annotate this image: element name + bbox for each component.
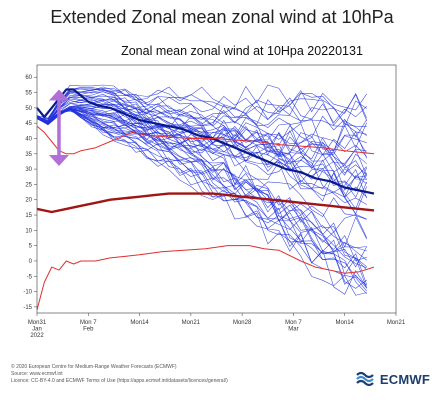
ensemble-member-line: [36, 95, 367, 159]
ensemble-member-line: [36, 84, 367, 176]
y-tick-label: 40: [25, 136, 32, 142]
x-tick-label: Mon 7: [285, 320, 302, 326]
x-tick-label: Mon14: [130, 320, 149, 326]
spread-arrow-head-top: [48, 89, 69, 101]
ensemble-member-line: [36, 105, 367, 286]
ensemble-member-line: [36, 108, 367, 292]
plot-frame: [36, 64, 397, 314]
ensemble-member-line: [36, 91, 367, 276]
ecmwf-logo-icon: [356, 371, 374, 387]
axes: -15 -10 -5 0 5 10 15 20 25 30 35 40 45 50 55 60 Mon31Jan…: [23, 64, 406, 339]
footer-licence: Licence: CC-BY-4.0 and ECMWF Terms of Us…: [11, 378, 228, 384]
ensemble-member-line: [36, 96, 367, 198]
x-tick-label: Jan: [32, 327, 42, 333]
x-tick-label: Mar: [288, 327, 298, 333]
ensemble-mean-line: [36, 88, 375, 195]
y-tick-label: 35: [25, 152, 32, 158]
spread-arrow-head-bottom: [48, 155, 69, 167]
ensemble-members: [36, 84, 367, 296]
ensemble-member-line: [36, 108, 367, 166]
ensemble-member-line: [36, 104, 367, 205]
footer-source: Source: www.ecmwf.int: [11, 371, 63, 377]
y-tick-label: 50: [25, 106, 32, 112]
y-tick-label: 25: [25, 182, 32, 188]
ensemble-member-line: [36, 107, 367, 192]
y-tick-label: 55: [25, 91, 32, 97]
y-tick-label: 20: [25, 198, 32, 204]
ensemble-member-line: [36, 89, 367, 126]
summary-lines: [36, 88, 375, 311]
y-tick-label: 0: [29, 259, 33, 265]
x-tick-label: 2022: [30, 333, 44, 339]
y-tick-label: 15: [25, 213, 32, 219]
x-tick-label: Mon31: [28, 320, 47, 326]
x-tick-label: Feb: [83, 327, 94, 333]
ecmwf-logo: ECMWF: [355, 371, 430, 387]
ensemble-member-line: [36, 107, 367, 261]
page-title: Extended Zonal mean zonal wind at 10hPa: [50, 7, 394, 27]
y-tick-label: -15: [23, 305, 32, 311]
y-tick-label: 30: [25, 167, 32, 173]
x-tick-label: Mon21: [182, 320, 201, 326]
ensemble-member-line: [36, 89, 367, 262]
climatology-mean-line: [36, 192, 375, 214]
y-tick-label: 45: [25, 121, 32, 127]
climatology-upper-line: [36, 125, 375, 155]
x-tick-label: Mon 7: [80, 320, 97, 326]
ensemble-member-line: [36, 107, 367, 268]
footer-copyright: © 2020 European Centre for Medium-Range …: [11, 364, 177, 370]
ensemble-member-line: [36, 108, 367, 285]
ensemble-member-line: [36, 97, 367, 126]
y-tick-label: 10: [25, 228, 32, 234]
x-tick-label: Mon28: [233, 320, 252, 326]
climatology-lower-line: [36, 245, 375, 311]
y-tick-label: 60: [25, 75, 32, 81]
y-tick-label: 5: [29, 244, 33, 250]
x-tick-label: Mon14: [336, 320, 355, 326]
ensemble-member-line: [36, 93, 367, 127]
y-tick-label: -10: [23, 290, 32, 296]
ensemble-member-line: [36, 108, 367, 238]
footer: © 2020 European Centre for Medium-Range …: [11, 364, 228, 385]
ensemble-member-line: [36, 107, 367, 198]
ensemble-member-line: [36, 109, 367, 176]
ensemble-member-line: [36, 101, 367, 268]
chart-title: Zonal mean zonal wind at 10Hpa 20220131: [121, 44, 363, 58]
ensemble-member-line: [36, 108, 367, 220]
y-tick-label: -5: [27, 274, 33, 280]
ecmwf-logo-text: ECMWF: [379, 371, 430, 387]
ensemble-member-line: [36, 88, 367, 210]
x-tick-label: Mon21: [387, 320, 406, 326]
ensemble-member-line: [36, 84, 367, 119]
ensemble-member-line: [36, 86, 367, 289]
ensemble-member-line: [36, 93, 367, 160]
